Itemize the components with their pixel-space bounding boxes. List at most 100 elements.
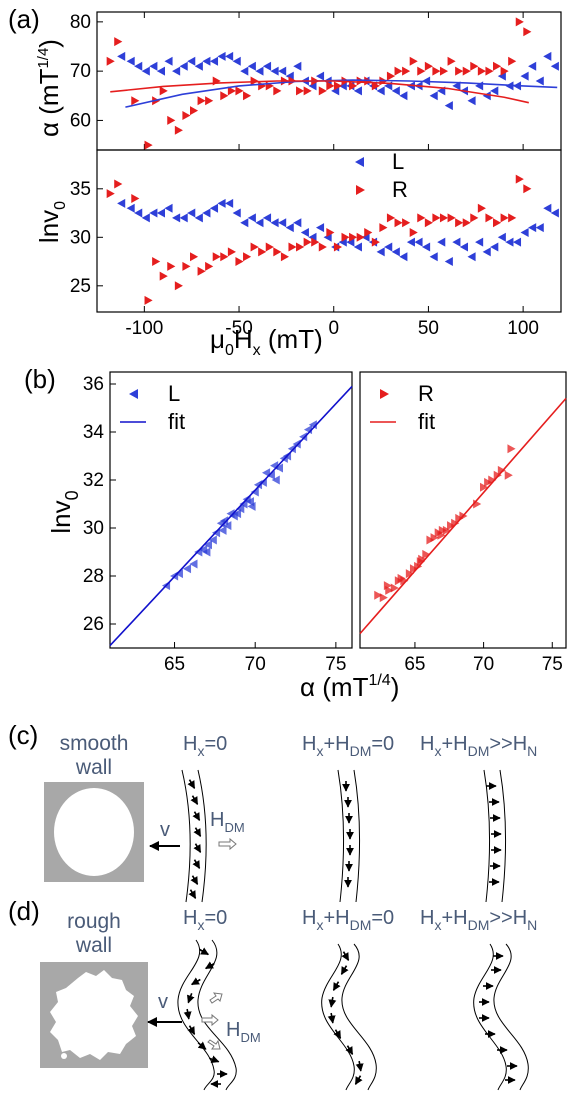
a_bottom-point-L [225, 198, 234, 208]
b_right-xtick-label: 65 [404, 654, 425, 675]
a_top-point-R [318, 86, 327, 96]
spin-arrow [197, 1041, 207, 1050]
b_right-point-R [504, 470, 513, 480]
a_bottom-ytick-label: 35 [70, 179, 91, 200]
a_bottom-point-L [149, 208, 158, 218]
spin-arrow [187, 779, 196, 790]
c-wall-label-2: wall [75, 756, 112, 779]
a_top-point-R [243, 91, 252, 101]
a_bottom-point-L [535, 223, 544, 233]
a_top-point-R [220, 91, 229, 101]
a_top-point-R [455, 66, 464, 76]
a_bottom-point-R [182, 261, 191, 271]
a_bottom-xtick-label: 50 [418, 318, 439, 339]
a_bottom-ytick-label: 30 [70, 227, 91, 248]
b_right-legend-label: fit [418, 409, 435, 434]
b_right-xtick-label: 70 [473, 654, 494, 675]
a_bottom-xtick-label: 100 [507, 318, 539, 339]
a_top-point-L [179, 61, 188, 71]
spin-arrow [190, 875, 199, 886]
a_bottom-point-R [341, 232, 350, 242]
a_top-point-R [470, 61, 479, 71]
a_bottom-point-L [300, 227, 309, 237]
b_left-point-L [220, 516, 229, 526]
a_top-point-R [424, 61, 433, 71]
a_bottom-point-L [134, 208, 143, 218]
a_bottom-point-R [326, 227, 335, 237]
a_bottom-point-R [220, 252, 229, 262]
a_bottom-point-R [212, 252, 221, 262]
b_left-ytick-label: 26 [83, 614, 104, 635]
a_top-point-R [462, 66, 471, 76]
b_left-xtick-label: 65 [164, 654, 185, 675]
b_right-legend-label: R [418, 381, 434, 406]
b_left-point-L [250, 487, 259, 497]
a_bottom-point-R [235, 257, 244, 267]
c-hdm-arrow [218, 837, 237, 851]
spin-arrow [193, 843, 202, 854]
b_left-point-L [299, 432, 308, 442]
a-top-ylabel: α (mT1/4) [34, 39, 64, 137]
a_bottom-point-R [318, 242, 327, 252]
a_top-point-L [187, 56, 196, 66]
panel-label-c: (c) [8, 720, 38, 750]
b_left-point-L [271, 475, 280, 485]
a_bottom-point-R [500, 213, 509, 223]
a_top-point-L [202, 56, 211, 66]
a_bottom-point-L [217, 198, 226, 208]
a_top-point-R [235, 86, 244, 96]
a_bottom-point-L [437, 237, 446, 247]
a_bottom-point-L [353, 242, 362, 252]
a_bottom-point-L [172, 213, 181, 223]
a_top-point-R [523, 27, 532, 37]
a_bottom-point-L [164, 203, 173, 213]
a_top-point-R [394, 66, 403, 76]
d-wall1-boundary-right [197, 939, 237, 1091]
a_bottom-point-R [174, 281, 183, 291]
a_top-point-L [255, 66, 264, 76]
a_bottom-point-R [462, 218, 471, 228]
d-velocity-label: v [158, 991, 168, 1013]
a_bottom-point-L [422, 242, 431, 252]
a_bottom-point-R [424, 218, 433, 228]
a_bottom-point-L [399, 252, 408, 262]
a_top-point-R [205, 96, 214, 106]
a_bottom-point-L [232, 208, 241, 218]
spin-arrow [355, 1060, 364, 1072]
a_bottom-point-R [379, 223, 388, 233]
a_bottom-point-L [209, 203, 219, 213]
b_left-legend-label: fit [168, 409, 185, 434]
a_bottom-point-L [429, 252, 438, 262]
spin-arrow [187, 1025, 196, 1036]
a_bottom-point-L [444, 257, 453, 267]
a_top-point-R [303, 86, 312, 96]
a_bottom-point-L [520, 227, 529, 237]
a_top-fit-line [125, 79, 558, 108]
b_left-point-L [223, 521, 232, 531]
a_bottom-point-R [371, 237, 380, 247]
a_bottom-point-R [258, 247, 267, 257]
d-wall3-boundary-right [493, 943, 529, 1091]
a_bottom-point-R [280, 252, 289, 262]
c-wall3-spins [486, 782, 502, 886]
a_top-point-R [447, 56, 456, 66]
a_top-point-L [490, 86, 499, 96]
a_bottom-point-R [114, 179, 123, 189]
a_top-point-L [134, 61, 143, 71]
a_bottom-point-L [475, 237, 484, 247]
b_right-point-R [409, 564, 419, 574]
d-wall-label-2: wall [75, 934, 112, 957]
a_top-point-L [141, 66, 150, 76]
a_bottom-point-L [384, 242, 393, 252]
a_top-point-R [326, 81, 335, 91]
b_left-point-L [208, 535, 217, 545]
b_left-point-L [236, 504, 245, 514]
a_top-point-R [432, 66, 441, 76]
spin-arrow [345, 1045, 354, 1056]
a_top-point-L [520, 71, 529, 81]
a_bottom-point-R [205, 261, 214, 271]
a_bottom-point-R [349, 232, 358, 242]
c-wall2-spins [342, 781, 354, 888]
